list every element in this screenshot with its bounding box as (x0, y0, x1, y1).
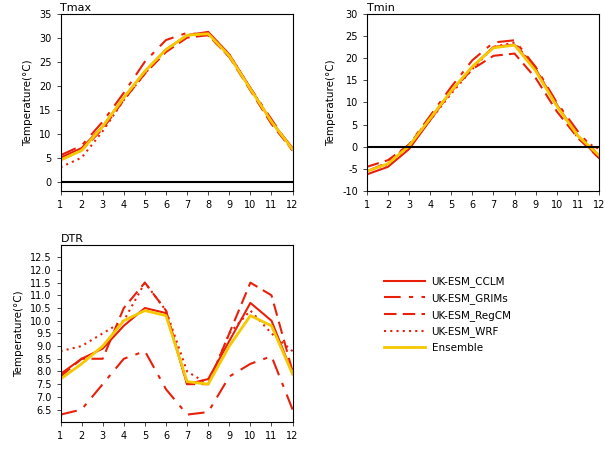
Text: Tmin: Tmin (367, 3, 394, 13)
Text: DTR: DTR (60, 234, 83, 244)
Y-axis label: Temperature(°C): Temperature(°C) (327, 59, 336, 146)
Y-axis label: Temperature(°C): Temperature(°C) (24, 59, 33, 146)
Legend: UK-ESM_CCLM, UK-ESM_GRIMs, UK-ESM_RegCM, UK-ESM_WRF, Ensemble: UK-ESM_CCLM, UK-ESM_GRIMs, UK-ESM_RegCM,… (384, 276, 512, 353)
Text: Tmax: Tmax (60, 3, 91, 13)
Y-axis label: Temperature(°C): Temperature(°C) (15, 290, 24, 377)
